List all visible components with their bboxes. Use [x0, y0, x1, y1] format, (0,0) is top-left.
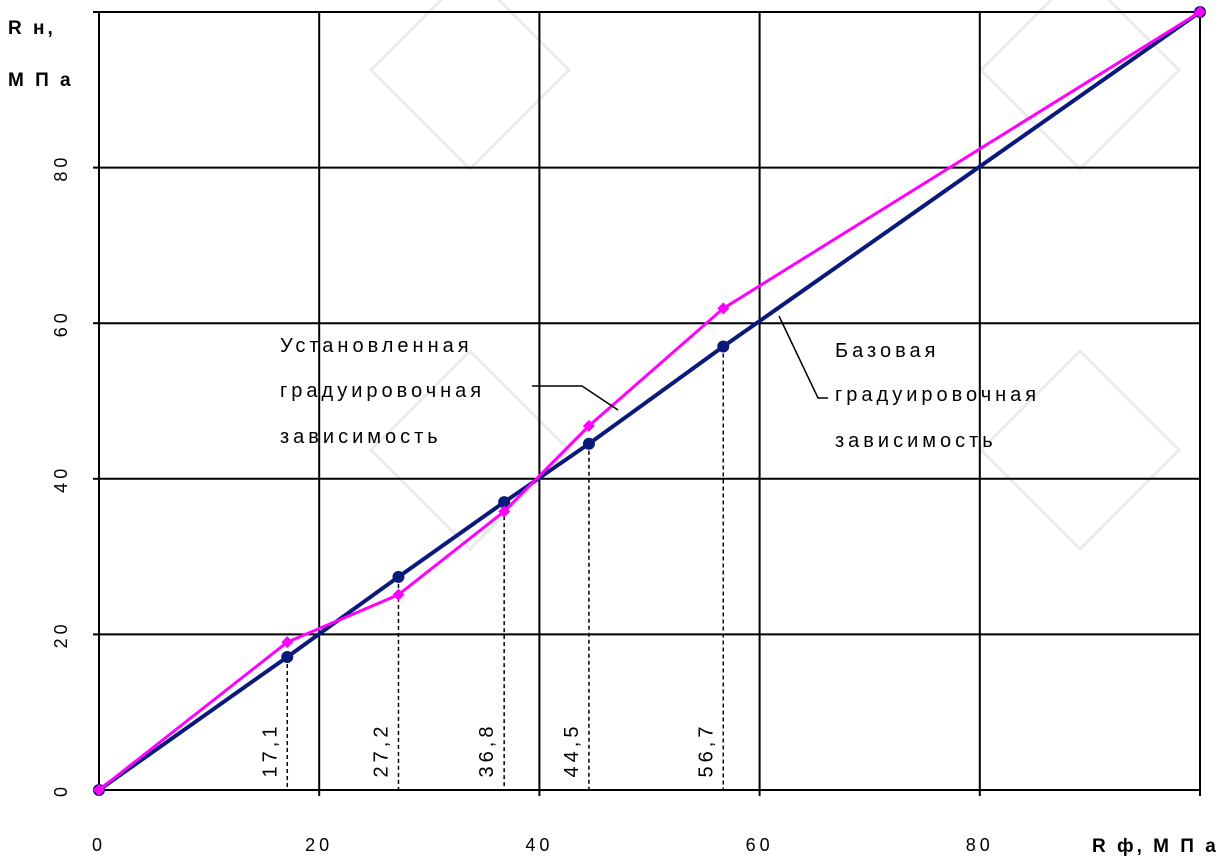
drop-line-label: 44,5: [561, 723, 583, 778]
x-tick-label: 60: [746, 835, 774, 855]
y-tick-label: 40: [51, 465, 71, 493]
drop-line-label: 36,8: [476, 723, 498, 778]
watermark-diamond: [978, 0, 1182, 172]
installed-data-point: [498, 505, 511, 518]
watermark-diamond: [978, 348, 1182, 552]
series: [93, 6, 1206, 796]
base-data-point: [498, 496, 511, 509]
grid: [99, 11, 1201, 790]
base-annotation-line2: градуировочная: [835, 384, 1040, 406]
drop-line-label: 17,1: [259, 723, 281, 778]
base-data-point: [281, 650, 294, 663]
watermark-diamond: [368, 348, 572, 552]
installed-leader-line: [532, 385, 619, 411]
installed-data-point: [1194, 6, 1206, 18]
drop-line-label: 56,7: [695, 723, 717, 778]
y-axis-title-line1: R н,: [8, 18, 56, 39]
installed-data-point: [93, 784, 105, 796]
installed-annotation-line3: зависимость: [280, 426, 442, 448]
x-axis-title: R ф, М П а: [1092, 836, 1219, 857]
installed-data-point: [392, 588, 405, 601]
base-data-point: [392, 570, 405, 583]
installed-annotation-line2: градуировочная: [280, 380, 485, 402]
y-tick-label: 20: [51, 620, 71, 648]
base-leader-line: [778, 315, 828, 399]
y-tick-label: 60: [51, 309, 71, 337]
installed-annotation: Установленная градуировочная зависимость: [280, 335, 619, 448]
x-tick-label: 0: [92, 835, 106, 855]
installed-annotation-line1: Установленная: [280, 335, 473, 357]
x-tick-label: 40: [525, 835, 553, 855]
tick-labels: 0 20 40 60 80 0 20 40 60 80: [51, 154, 994, 855]
watermark-diamond: [368, 0, 572, 172]
x-tick-label: 80: [966, 835, 994, 855]
installed-data-point: [281, 636, 294, 649]
base-annotation-line3: зависимость: [835, 430, 997, 452]
drop-lines: 17,1 27,2 36,8 44,5 56,7: [259, 346, 725, 790]
drop-line-label: 27,2: [370, 723, 392, 778]
installed-data-point: [717, 302, 730, 315]
base-data-point: [717, 340, 730, 353]
base-annotation-line1: Базовая: [835, 340, 939, 362]
base-annotation: Базовая градуировочная зависимость: [778, 315, 1040, 452]
y-tick-label: 80: [51, 154, 71, 182]
base-data-point: [582, 437, 595, 450]
y-axis-title-line2: М П а: [8, 70, 74, 91]
installed-data-point: [582, 419, 595, 432]
x-tick-label: 20: [305, 835, 333, 855]
y-tick-label: 0: [51, 783, 71, 797]
watermark: [368, 0, 1182, 552]
